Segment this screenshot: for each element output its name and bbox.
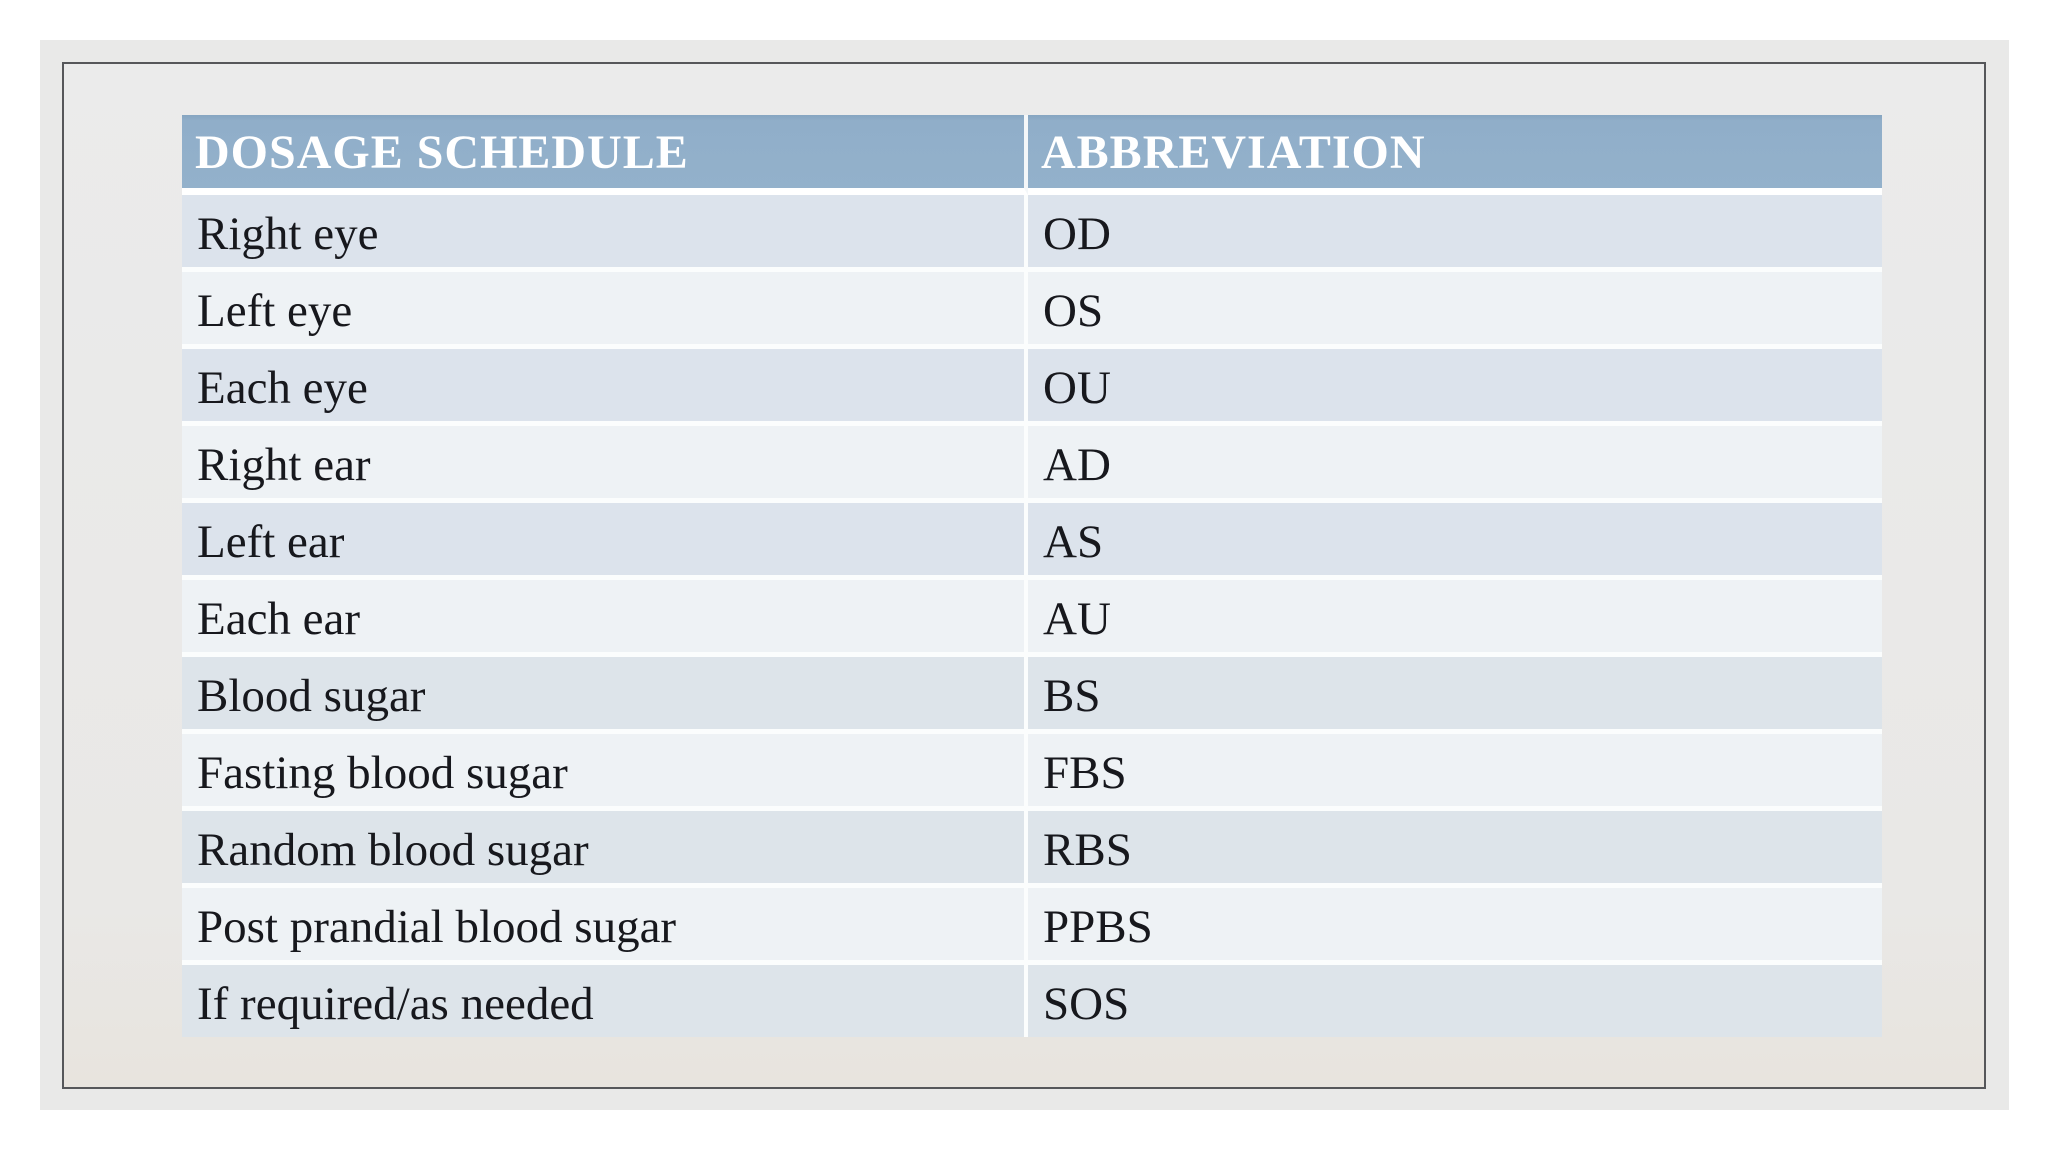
schedule-cell: Right ear: [182, 426, 1028, 503]
table-row: Random blood sugar RBS: [182, 811, 1882, 888]
abbreviation-cell: RBS: [1028, 811, 1882, 888]
schedule-cell: Right eye: [182, 195, 1028, 272]
schedule-cell: Left eye: [182, 272, 1028, 349]
table-row: Post prandial blood sugar PPBS: [182, 888, 1882, 965]
abbreviation-cell: AS: [1028, 503, 1882, 580]
column-header-abbreviation: ABBREVIATION: [1028, 115, 1882, 195]
abbreviation-cell: AD: [1028, 426, 1882, 503]
schedule-cell: Each eye: [182, 349, 1028, 426]
schedule-cell: If required/as needed: [182, 965, 1028, 1037]
schedule-cell: Random blood sugar: [182, 811, 1028, 888]
abbreviation-cell: PPBS: [1028, 888, 1882, 965]
abbreviation-cell: AU: [1028, 580, 1882, 657]
table-row: Right ear AD: [182, 426, 1882, 503]
schedule-cell: Blood sugar: [182, 657, 1028, 734]
abbreviation-cell: OD: [1028, 195, 1882, 272]
abbreviation-cell: SOS: [1028, 965, 1882, 1037]
table-row: If required/as needed SOS: [182, 965, 1882, 1037]
table-row: Blood sugar BS: [182, 657, 1882, 734]
abbreviation-cell: OU: [1028, 349, 1882, 426]
dosage-abbreviation-table: DOSAGE SCHEDULE ABBREVIATION Right eye O…: [182, 115, 1882, 1037]
schedule-cell: Each ear: [182, 580, 1028, 657]
table-header-row: DOSAGE SCHEDULE ABBREVIATION: [182, 115, 1882, 195]
table-row: Fasting blood sugar FBS: [182, 734, 1882, 811]
abbreviation-cell: OS: [1028, 272, 1882, 349]
abbreviation-cell: BS: [1028, 657, 1882, 734]
abbreviation-cell: FBS: [1028, 734, 1882, 811]
schedule-cell: Post prandial blood sugar: [182, 888, 1028, 965]
schedule-cell: Left ear: [182, 503, 1028, 580]
table-row: Each eye OU: [182, 349, 1882, 426]
column-header-dosage-schedule: DOSAGE SCHEDULE: [182, 115, 1028, 195]
table-row: Right eye OD: [182, 195, 1882, 272]
schedule-cell: Fasting blood sugar: [182, 734, 1028, 811]
table-row: Left eye OS: [182, 272, 1882, 349]
table-row: Left ear AS: [182, 503, 1882, 580]
table-row: Each ear AU: [182, 580, 1882, 657]
